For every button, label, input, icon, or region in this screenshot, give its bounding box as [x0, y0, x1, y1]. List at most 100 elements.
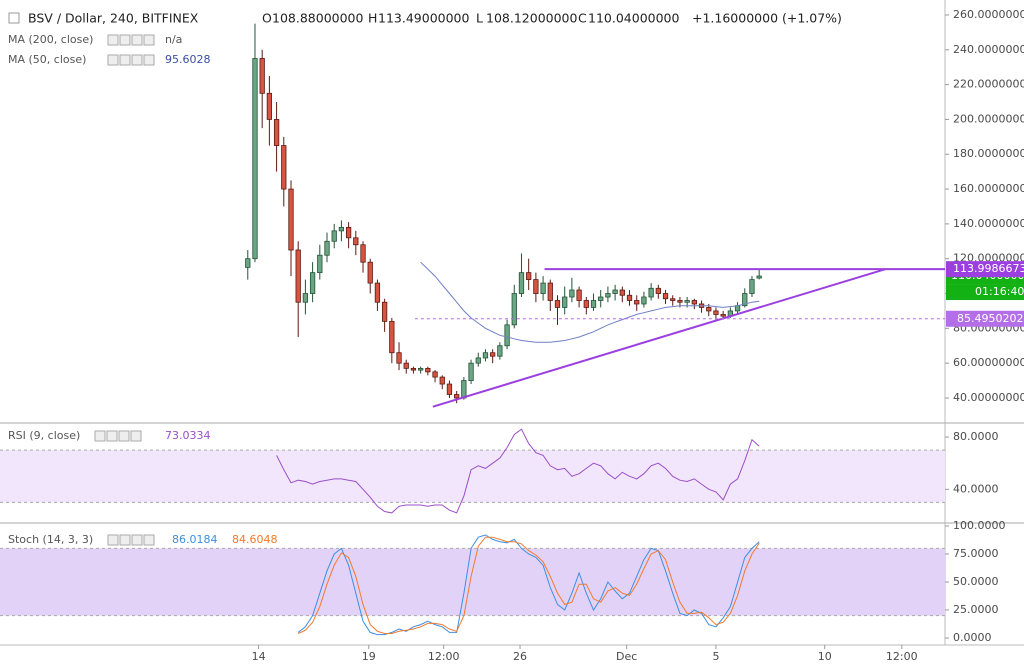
x-tick-label: 10 — [818, 650, 832, 663]
candle-body — [324, 240, 330, 256]
candle-body — [648, 287, 654, 298]
candle-body — [497, 345, 503, 357]
y-tick-label: 50.0000 — [953, 575, 999, 588]
candle-body — [619, 289, 625, 296]
legend-icon[interactable] — [131, 34, 143, 46]
candle-body — [353, 237, 359, 246]
indicator-value: 86.0184 — [172, 533, 218, 546]
y-tick-label: 60.00000000 — [953, 356, 1024, 369]
legend-icon[interactable] — [106, 430, 118, 442]
legend-icon[interactable] — [94, 430, 106, 442]
legend-icon[interactable] — [107, 54, 119, 66]
price-box — [946, 261, 1024, 278]
indicator-name: MA (50, close) — [8, 53, 86, 66]
candle-body — [245, 258, 251, 268]
candle-body — [266, 92, 273, 120]
candle-body — [338, 226, 345, 232]
candle-body — [662, 293, 669, 300]
candle-body — [273, 119, 280, 146]
legend-icon[interactable] — [143, 54, 155, 66]
indicator-value: 84.6048 — [232, 533, 278, 546]
legend-icon[interactable] — [107, 34, 119, 46]
y-tick-label: 180.00000000 — [953, 147, 1024, 160]
candle-body — [547, 282, 553, 301]
countdown-label: 01:16:40 — [975, 285, 1024, 298]
candle-body — [454, 394, 460, 399]
candle-body — [331, 230, 337, 242]
ohlc-value: +1.16000000 (+1.07%) — [692, 11, 842, 26]
candle-body — [482, 352, 489, 359]
candle-body — [252, 58, 258, 260]
candle-body — [381, 301, 388, 322]
x-tick-label: 14 — [252, 650, 266, 663]
candle-body — [418, 367, 424, 371]
band — [0, 450, 945, 503]
candle-body — [396, 352, 402, 364]
candle-body — [655, 287, 661, 294]
trend-line — [432, 268, 886, 408]
candle-body — [504, 324, 510, 347]
legend-icon[interactable] — [118, 430, 130, 442]
indicator-value: 73.0334 — [165, 429, 211, 442]
candle-body — [670, 298, 676, 301]
legend-icon[interactable] — [119, 534, 131, 546]
candle-body — [526, 272, 532, 280]
candle-body — [742, 293, 748, 307]
collapse-icon[interactable] — [8, 12, 20, 24]
candle-body — [374, 282, 381, 303]
candle-body — [540, 282, 546, 294]
legend-icon[interactable] — [143, 34, 155, 46]
chart-title: BSV / Dollar, 240, BITFINEX — [28, 11, 199, 26]
legend-icon[interactable] — [131, 54, 143, 66]
candle-body — [590, 300, 597, 308]
candle-body — [259, 58, 265, 94]
candle-body — [720, 314, 726, 317]
legend-icon[interactable] — [107, 534, 119, 546]
indicator-name: Stoch (14, 3, 3) — [8, 533, 93, 546]
support-label: 85.49502021 — [957, 312, 1024, 325]
candle-body — [425, 367, 431, 373]
candle-body — [677, 300, 683, 303]
candle-body — [533, 279, 539, 294]
resistance-label: 113.99866732 — [953, 262, 1024, 275]
y-tick-label: 200.00000000 — [953, 112, 1024, 125]
candle-body — [749, 279, 755, 294]
band — [0, 548, 945, 616]
candle-body — [598, 296, 604, 301]
candle-body — [309, 272, 316, 294]
ohlc-key: O — [262, 11, 272, 26]
ohlc-value: 108.12000000 — [486, 11, 578, 26]
candle-body — [562, 296, 568, 308]
price-box — [946, 310, 1024, 327]
legend-icon[interactable] — [130, 430, 142, 442]
candle-body — [432, 371, 438, 378]
legend-icon[interactable] — [119, 54, 131, 66]
candle-body — [439, 376, 445, 385]
candle-body — [367, 261, 373, 284]
candle-body — [691, 300, 697, 305]
candle-body — [605, 293, 611, 298]
candle-body — [281, 145, 287, 190]
candle-body — [706, 307, 712, 312]
candle-body — [583, 300, 589, 308]
candle-body — [684, 300, 690, 303]
candle-body — [554, 300, 561, 308]
y-tick-label: 40.0000 — [953, 482, 999, 495]
legend-icon[interactable] — [143, 534, 155, 546]
ohlc-key: C — [578, 11, 587, 26]
indicator-name: RSI (9, close) — [8, 429, 80, 442]
indicator-name: MA (200, close) — [8, 33, 93, 46]
candle-body — [475, 357, 481, 364]
legend-icon[interactable] — [119, 34, 131, 46]
candle-body — [518, 272, 525, 294]
ohlc-value: 113.49000000 — [378, 11, 470, 26]
candle-body — [389, 320, 395, 354]
y-tick-label: 260.00000000 — [953, 8, 1024, 21]
candle-body — [511, 293, 517, 326]
x-tick-label: 5 — [712, 650, 719, 663]
indicator-line — [297, 534, 760, 636]
ohlc-value: 108.88000000 — [272, 11, 364, 26]
ohlc-key: H — [368, 11, 377, 26]
legend-icon[interactable] — [131, 534, 143, 546]
y-tick-label: 80.0000 — [953, 430, 999, 443]
